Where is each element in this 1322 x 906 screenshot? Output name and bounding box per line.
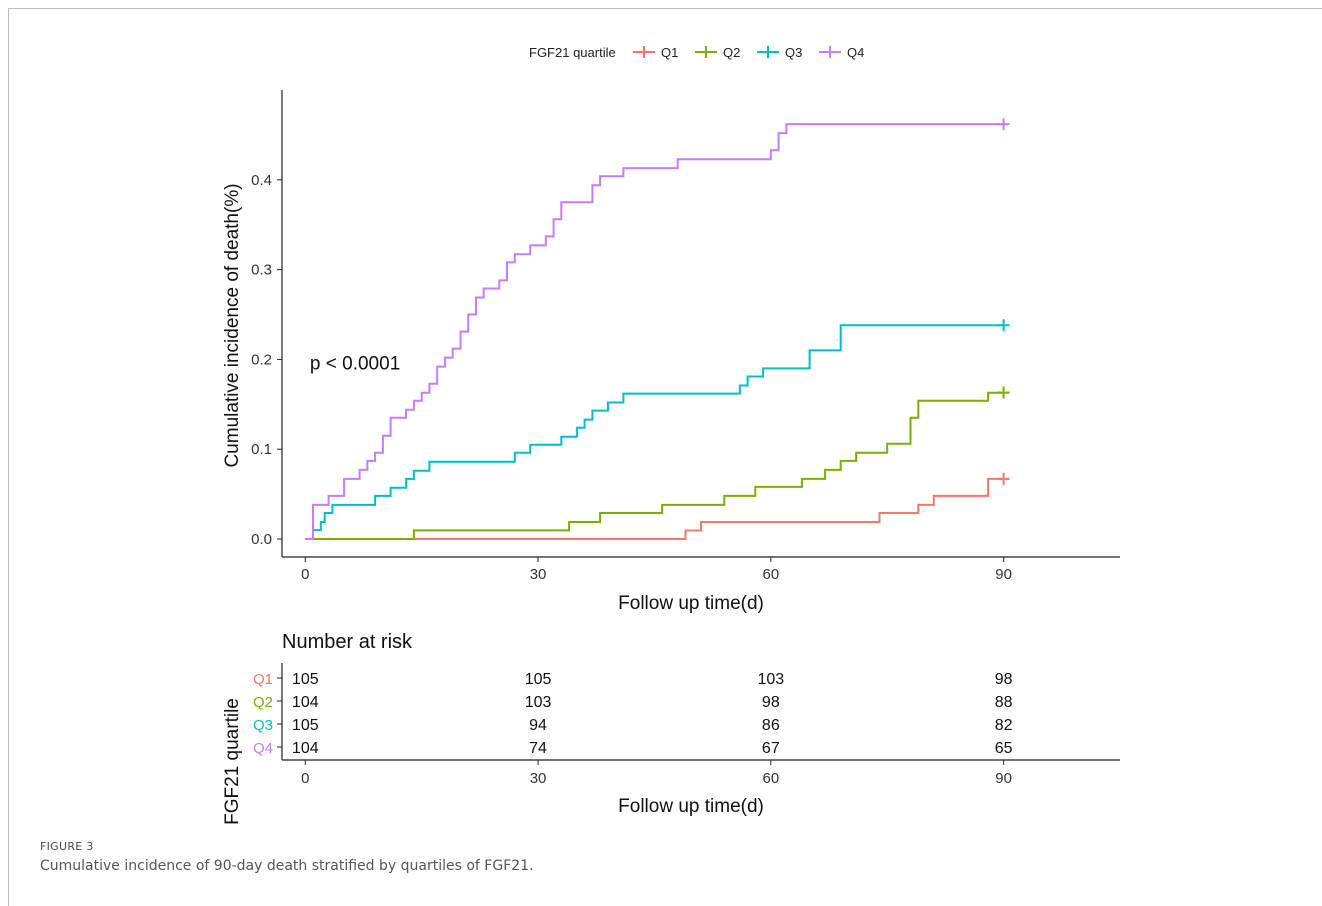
risk-count-cell: 67 <box>762 740 780 757</box>
risk-count-cell: 105 <box>292 671 319 688</box>
risk-count-cell: 98 <box>762 694 780 711</box>
p-value-annotation: p < 0.0001 <box>310 353 400 374</box>
risk-count-cell: 86 <box>762 717 780 734</box>
legend: FGF21 quartile Q1 Q2 Q3 Q4 <box>529 45 864 60</box>
risk-count-cell: 98 <box>995 671 1013 688</box>
figure-frame <box>8 8 1322 906</box>
figure-label: FIGURE 3 <box>40 840 94 853</box>
y-tick-label: 0.3 <box>251 262 272 279</box>
legend-entry-label: Q2 <box>723 45 740 60</box>
risk-x-tick-label: 90 <box>995 770 1012 787</box>
risk-count-cell: 104 <box>292 694 319 711</box>
y-axis-title: Cumulative incidence of death(%) <box>222 183 243 467</box>
risk-x-tick-label: 60 <box>762 770 779 787</box>
x-axis-title: Follow up time(d) <box>618 593 764 614</box>
km-chart: 0.0 0.1 0.2 0.3 0.4 0 30 60 90 Follow up time(d) C… <box>222 45 1120 825</box>
censor-mark-q3 <box>997 319 1010 332</box>
risk-x-tick-label: 30 <box>530 770 547 787</box>
x-tick-label: 30 <box>530 566 547 583</box>
risk-count-cell: 94 <box>529 717 547 734</box>
censor-mark-q4 <box>997 118 1010 131</box>
series-line-q1 <box>305 477 1004 541</box>
y-tick-label: 0.1 <box>251 441 272 458</box>
censor-mark-q1 <box>997 472 1010 485</box>
risk-count-cell: 74 <box>529 740 547 757</box>
figure-caption: FIGURE 3 Cumulative incidence of 90-day … <box>40 840 534 874</box>
risk-y-axis-title: FGF21 quartile <box>222 698 243 825</box>
risk-count-cell: 88 <box>995 694 1013 711</box>
y-tick-label: 0.0 <box>251 531 272 548</box>
series-line-q3 <box>305 324 1004 541</box>
risk-x-axis-title: Follow up time(d) <box>618 796 764 817</box>
risk-count-cell: 105 <box>525 671 552 688</box>
series-line-q4 <box>305 123 1004 541</box>
legend-entry-label: Q4 <box>847 45 864 60</box>
censor-mark-q2 <box>997 386 1010 399</box>
risk-count-cell: 103 <box>525 694 552 711</box>
y-tick-label: 0.4 <box>251 172 272 189</box>
x-tick-label: 90 <box>995 566 1012 583</box>
x-tick-label: 60 <box>762 566 779 583</box>
legend-entry-label: Q1 <box>661 45 678 60</box>
figure-caption-text: Cumulative incidence of 90-day death str… <box>40 858 534 874</box>
risk-row-label-q3: Q3 <box>253 717 273 734</box>
risk-row-label-q1: Q1 <box>253 671 273 688</box>
risk-x-tick-label: 0 <box>301 770 309 787</box>
legend-title: FGF21 quartile <box>529 45 616 60</box>
risk-row-label-q2: Q2 <box>253 694 273 711</box>
risk-table-title: Number at risk <box>282 631 413 653</box>
risk-count-cell: 105 <box>292 717 319 734</box>
x-tick-label: 0 <box>301 566 309 583</box>
y-tick-label: 0.2 <box>251 351 272 368</box>
series-line-q2 <box>305 391 1004 541</box>
legend-entry-label: Q3 <box>785 45 802 60</box>
risk-row-label-q4: Q4 <box>253 740 273 757</box>
risk-count-cell: 82 <box>995 717 1013 734</box>
risk-count-cell: 65 <box>995 740 1013 757</box>
risk-count-cell: 104 <box>292 740 319 757</box>
risk-count-cell: 103 <box>757 671 784 688</box>
